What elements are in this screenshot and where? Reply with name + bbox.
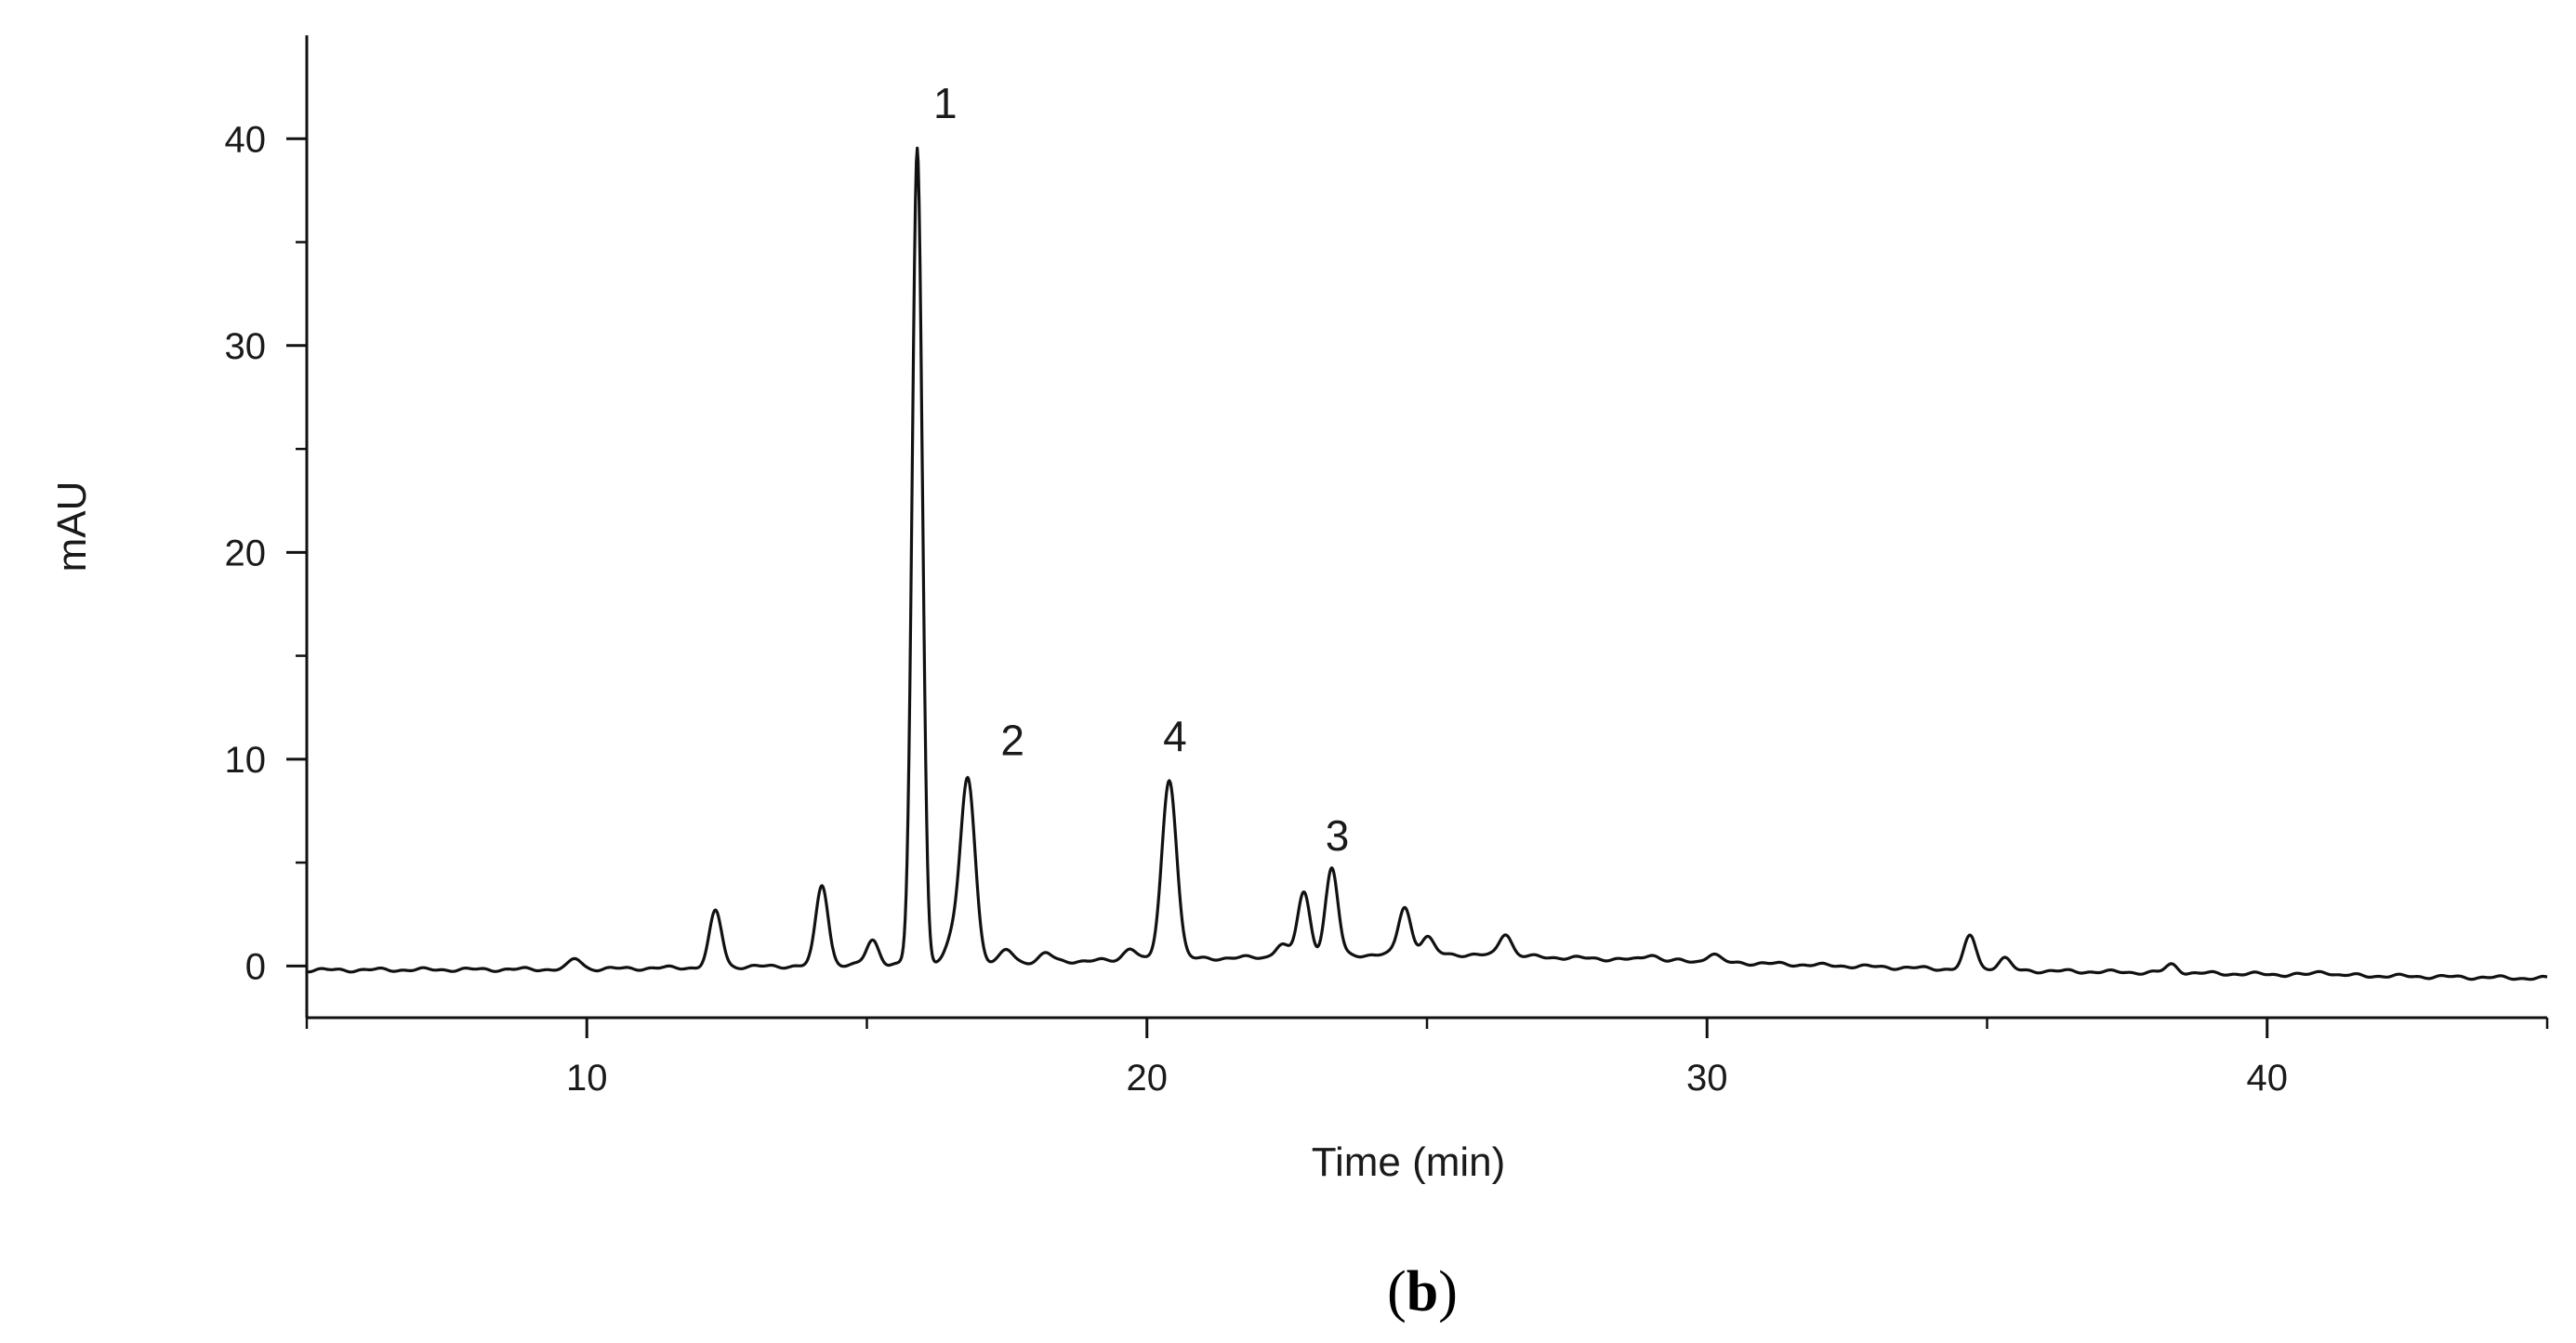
panel-label-open: (	[1387, 1260, 1407, 1323]
y-tick-label: 10	[225, 740, 267, 781]
x-axis-title: Time (min)	[1312, 1139, 1506, 1185]
x-tick-label: 20	[1127, 1058, 1169, 1099]
peak-label-4: 4	[1163, 712, 1187, 760]
chromatogram-trace	[306, 146, 2548, 981]
y-tick-label: 20	[225, 533, 267, 573]
panel-label: (b)	[1387, 1260, 1458, 1323]
peak-label-3: 3	[1326, 811, 1350, 860]
y-tick-label: 0	[245, 946, 266, 987]
panel-label-close: )	[1438, 1260, 1458, 1323]
x-tick-label: 10	[566, 1058, 608, 1099]
y-tick-label: 30	[225, 326, 267, 367]
panel-label-letter: b	[1407, 1260, 1438, 1323]
ticks: 0 10 20 30 40 10 20 30 40	[225, 119, 2549, 1099]
y-axis-title: mAU	[49, 481, 95, 573]
x-tick-label: 40	[2247, 1058, 2289, 1099]
y-tick-label: 40	[225, 119, 267, 160]
peak-label-2: 2	[1000, 716, 1024, 764]
axes	[305, 35, 2547, 1020]
x-tick-label: 30	[1686, 1058, 1728, 1099]
peak-annotations: 1 2 4 3	[933, 79, 1349, 860]
peak-label-1: 1	[933, 79, 958, 127]
